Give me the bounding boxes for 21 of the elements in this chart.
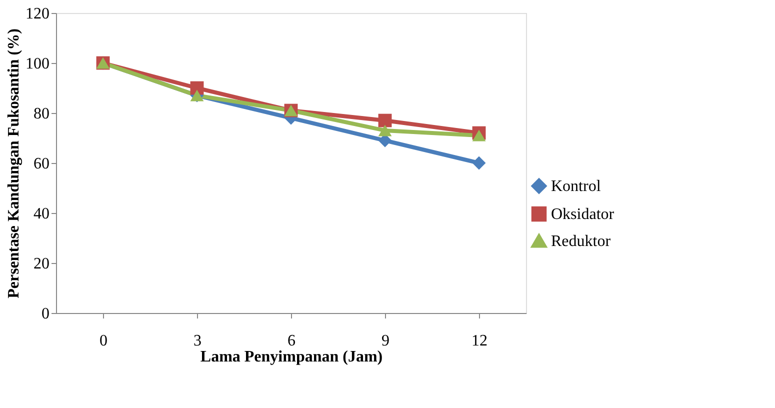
point <box>472 130 486 142</box>
y-tick-label: 40 <box>34 206 50 222</box>
x-tick-label: 0 <box>100 332 108 350</box>
x-tick-label: 6 <box>288 332 296 350</box>
x-tick-label: 9 <box>382 332 390 350</box>
legend-label: Reduktor <box>551 233 612 250</box>
y-tick-label: 80 <box>34 106 50 122</box>
y-tick-label: 20 <box>34 256 50 272</box>
y-axis-title: Persentase Kandungan Fukosantin (%) <box>6 28 22 298</box>
x-axis-title: Lama Penyimpanan (Jam) <box>200 348 383 366</box>
y-tick-label: 100 <box>26 56 50 72</box>
legend-label: Oksidator <box>551 206 615 223</box>
x-tick-label: 12 <box>472 332 488 350</box>
x-tick-label: 3 <box>194 332 202 350</box>
point <box>472 156 486 170</box>
point <box>378 124 392 136</box>
y-tick-label: 0 <box>42 306 50 322</box>
point <box>378 114 392 128</box>
legend-label: Kontrol <box>551 178 602 195</box>
y-tick-label: 60 <box>34 156 50 172</box>
y-tick-label: 120 <box>26 6 50 22</box>
